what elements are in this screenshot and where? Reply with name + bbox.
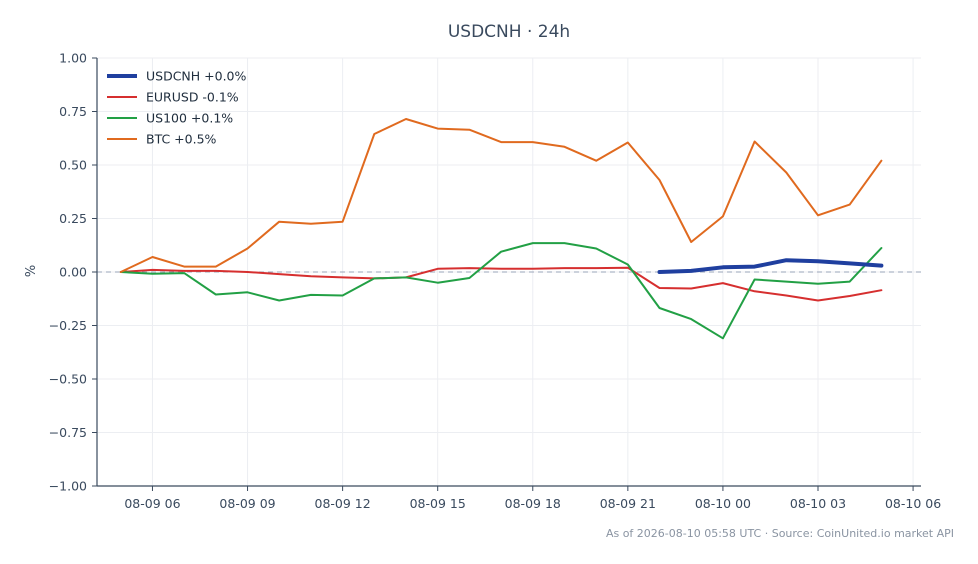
y-tick-label: 0.75 bbox=[59, 104, 87, 119]
y-tick-label: −1.00 bbox=[49, 479, 87, 494]
legend: USDCNH +0.0% EURUSD -0.1% US100 +0.1% BTC +… bbox=[107, 69, 247, 147]
series-layer bbox=[119, 118, 884, 340]
x-tick-label: 08-09 09 bbox=[219, 496, 275, 511]
y-tick-label: −0.75 bbox=[49, 425, 87, 440]
series-line-3 bbox=[119, 118, 883, 273]
x-tick-label: 08-10 06 bbox=[885, 496, 941, 511]
x-tick-label: 08-09 18 bbox=[505, 496, 561, 511]
x-tick-label: 08-09 21 bbox=[600, 496, 656, 511]
y-tick-label: −0.25 bbox=[49, 318, 87, 333]
series-line-1 bbox=[119, 266, 883, 302]
y-tick-label: 0.25 bbox=[59, 211, 87, 226]
x-tick-label: 08-10 03 bbox=[790, 496, 846, 511]
series-line-0 bbox=[657, 258, 884, 274]
chart-footer: As of 2026-08-10 05:58 UTC · Source: Coi… bbox=[606, 527, 954, 540]
legend-label-1: EURUSD -0.1% bbox=[146, 90, 239, 105]
x-axis-ticks: 08-09 06 08-09 09 08-09 12 08-09 15 08-09 18… bbox=[124, 486, 941, 511]
y-tick-label: 0.50 bbox=[59, 158, 87, 173]
y-tick-label: 0.00 bbox=[59, 265, 87, 280]
x-tick-label: 08-10 00 bbox=[695, 496, 751, 511]
y-tick-label: 1.00 bbox=[59, 51, 87, 66]
x-tick-label: 08-09 12 bbox=[315, 496, 371, 511]
x-tick-label: 08-09 06 bbox=[124, 496, 180, 511]
y-axis-label: % bbox=[24, 265, 39, 277]
legend-label-2: US100 +0.1% bbox=[146, 111, 233, 126]
chart-title: USDCNH · 24h bbox=[448, 22, 570, 42]
legend-label-0: USDCNH +0.0% bbox=[146, 69, 247, 84]
series-line-2 bbox=[119, 242, 883, 340]
legend-label-3: BTC +0.5% bbox=[146, 132, 217, 147]
x-tick-label: 08-09 15 bbox=[410, 496, 466, 511]
y-tick-label: −0.50 bbox=[49, 372, 87, 387]
y-axis-ticks: 1.00 0.75 0.50 0.25 0.00 −0.25 −0.50 −0.75 −1.00 bbox=[49, 51, 97, 494]
